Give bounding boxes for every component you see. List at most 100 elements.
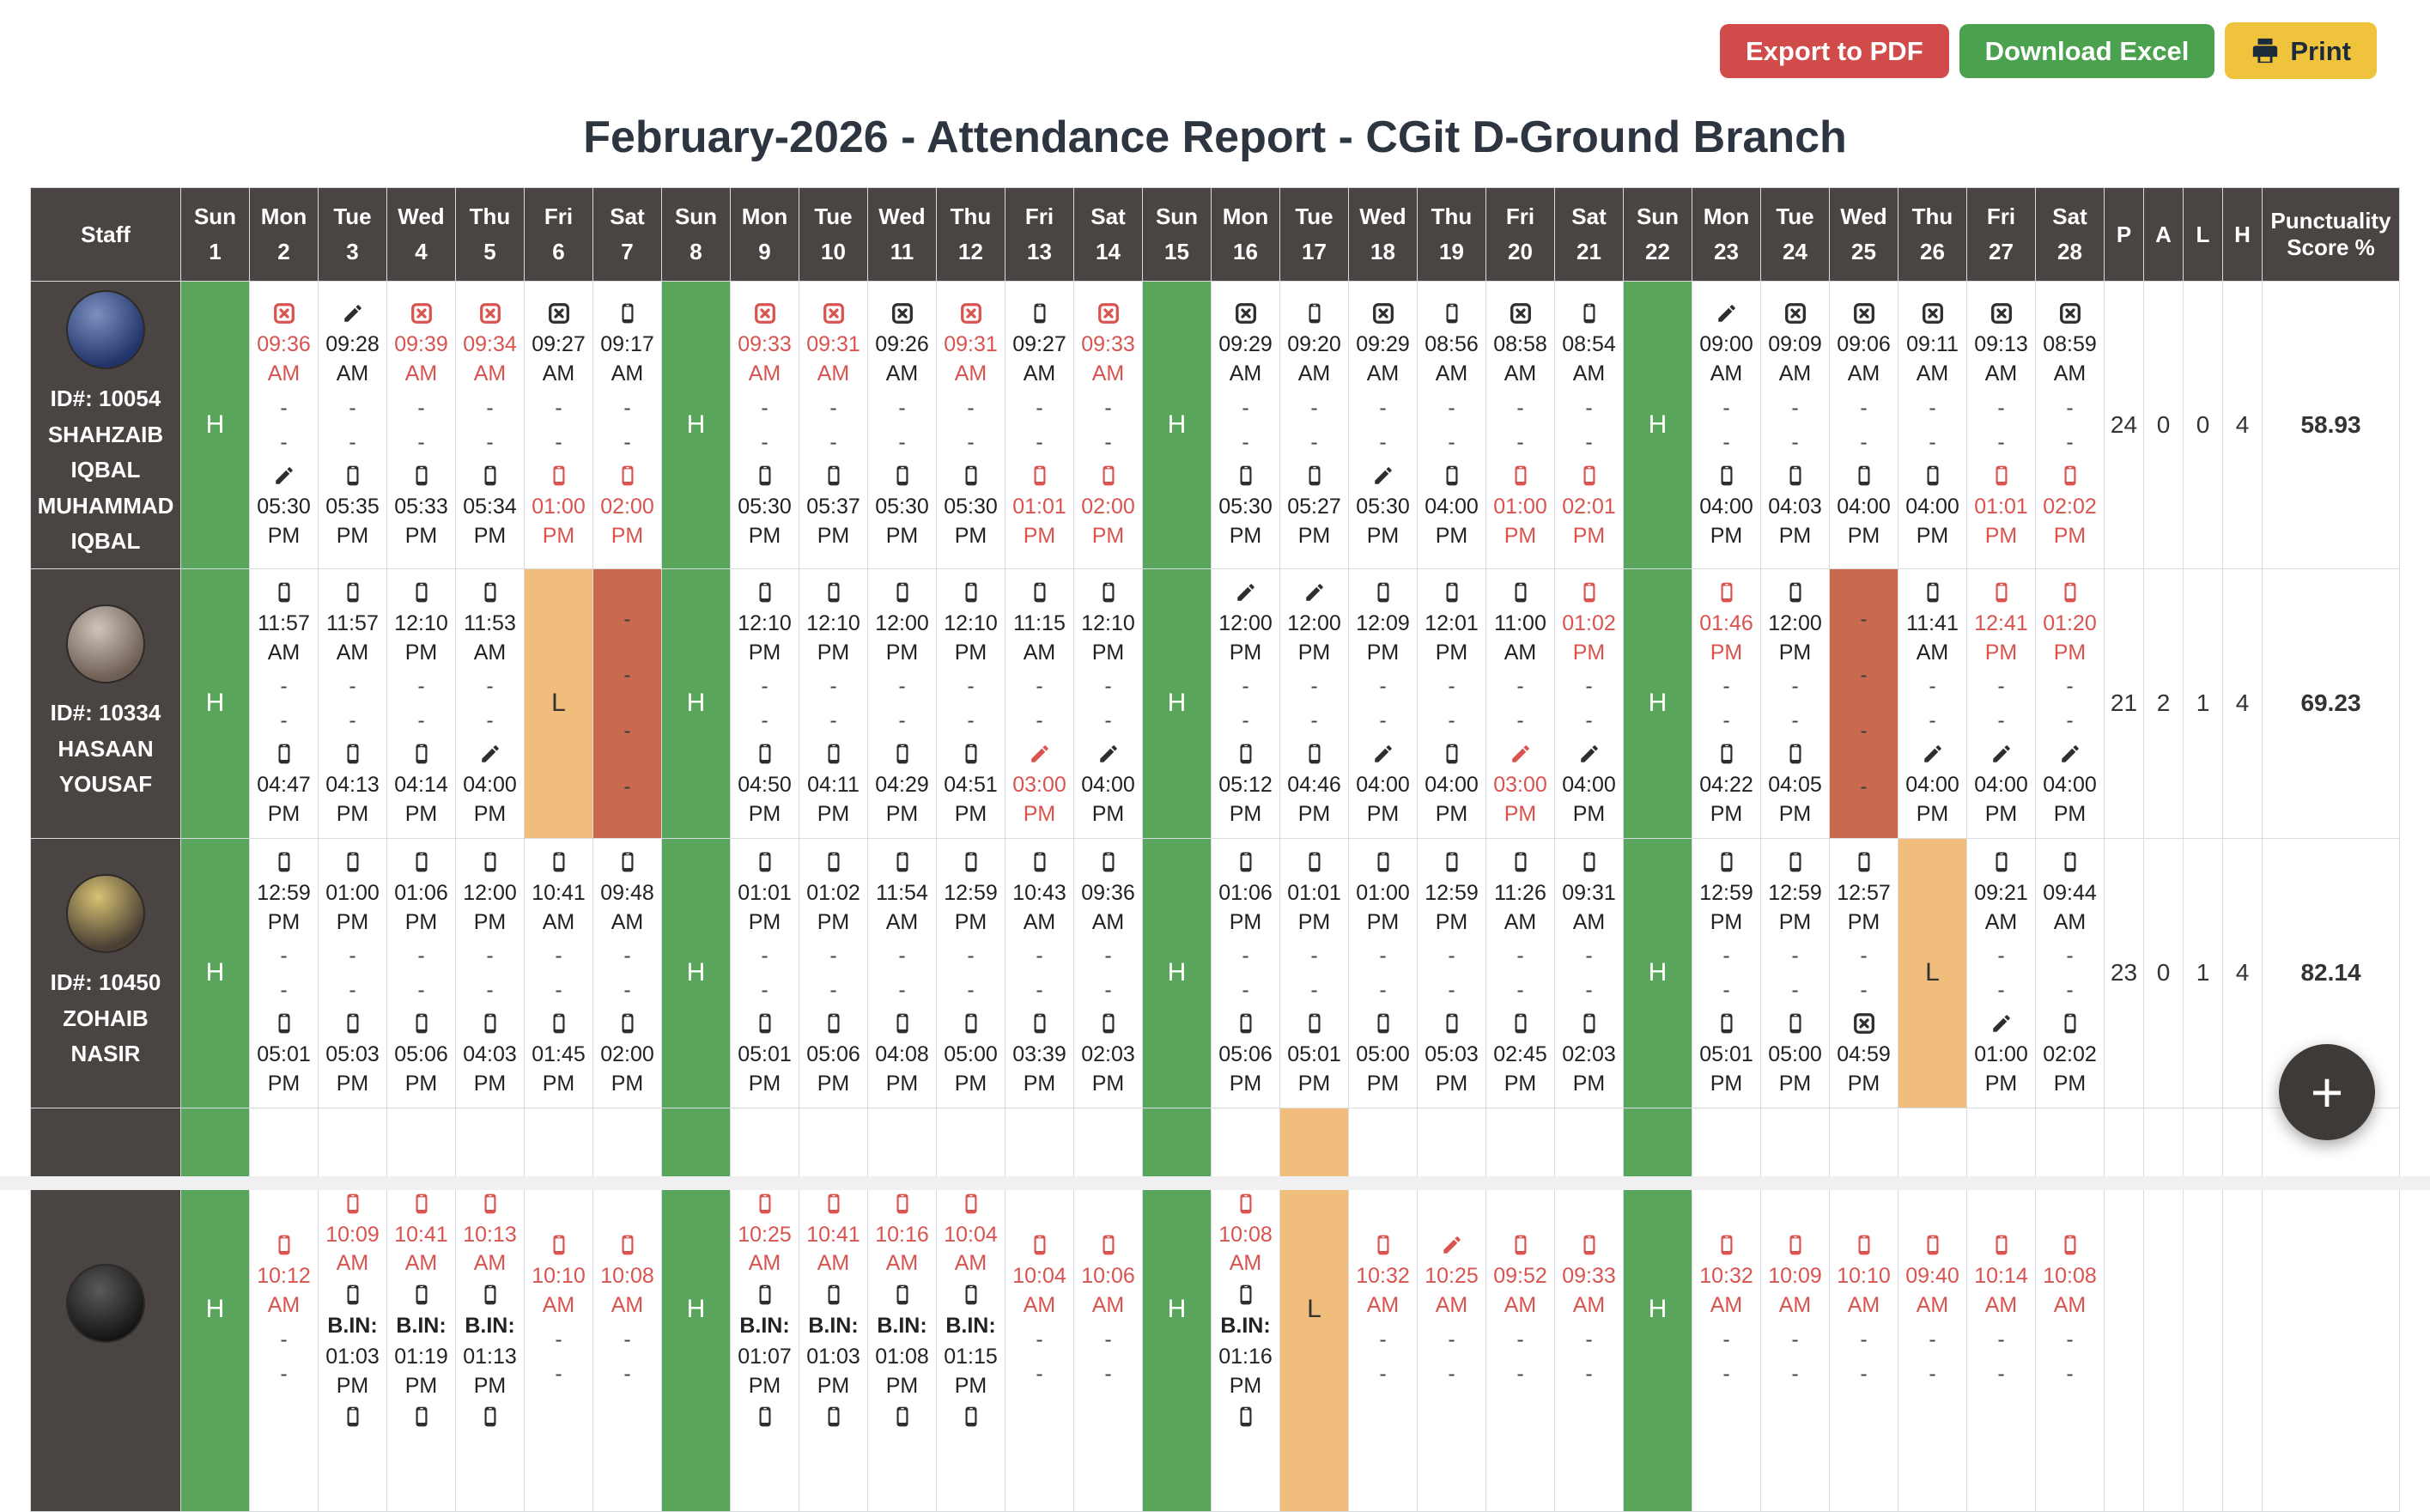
- attendance-cell: 09:11 AM - - 04:00 PM: [1898, 281, 1967, 569]
- table-row: ID#: 10334 HASAAN YOUSAF H 11:57 AM - - 04:47 …: [30, 568, 2400, 839]
- print-button[interactable]: Print: [2225, 22, 2377, 79]
- break-in-time: 01:03 PM: [325, 1344, 380, 1398]
- attendance-cell: 11:00 AM - - 03:00 PM: [1485, 568, 1555, 839]
- punctuality-cell: [2262, 1107, 2400, 1512]
- check-out-time: 05:01 PM: [738, 1042, 792, 1096]
- holiday-label: H: [1167, 958, 1187, 987]
- absent-cell: - - - -: [592, 568, 662, 839]
- attendance-cell: 09:33 AM - -: [1554, 1107, 1624, 1512]
- check-out-time: 04:13 PM: [325, 773, 380, 827]
- export-pdf-button[interactable]: Export to PDF: [1719, 23, 1949, 78]
- check-out-time: 04:14 PM: [394, 773, 448, 827]
- break-in-label: B.IN:: [1220, 1314, 1271, 1339]
- check-out-time: 04:00 PM: [1974, 773, 2028, 827]
- attendance-cell: 11:26 AM - - 02:45 PM: [1485, 837, 1555, 1108]
- dash: -: [1379, 1327, 1387, 1351]
- dash: -: [1516, 429, 1524, 454]
- break-in-label: B.IN:: [739, 1314, 790, 1339]
- col-header-day: Tue 24: [1760, 187, 1830, 282]
- dash: -: [898, 978, 906, 1003]
- dash: -: [1722, 708, 1730, 733]
- break-in-time: 01:13 PM: [463, 1344, 517, 1398]
- check-in-time: 10:10 AM: [1837, 1264, 1891, 1317]
- x-square-missed-icon: [1235, 303, 1256, 325]
- summary-l-cell: [2183, 1107, 2223, 1512]
- download-excel-button[interactable]: Download Excel: [1959, 23, 2215, 78]
- attendance-cell: 01:01 PM - - 05:01 PM: [730, 837, 799, 1108]
- attendance-cell: 12:09 PM - - 04:00 PM: [1348, 568, 1418, 839]
- break-in-time: 01:15 PM: [944, 1344, 998, 1398]
- phone-checkin-icon: [828, 1014, 839, 1034]
- dash: -: [486, 978, 494, 1003]
- col-header-day: Fri 13: [1005, 187, 1074, 282]
- col-header-day: Sun 15: [1142, 187, 1212, 282]
- dash: -: [1310, 978, 1318, 1003]
- staff-id: ID#: 10054: [50, 386, 161, 411]
- pencil-edit-icon: [1992, 745, 2010, 763]
- check-in-time: 01:00 PM: [325, 880, 380, 934]
- check-in-time: 09:28 AM: [325, 332, 380, 386]
- attendance-cell: 10:41 AM B.IN: 01:19 PM: [386, 1107, 456, 1512]
- check-out-time: 02:02 PM: [2043, 1042, 2097, 1096]
- phone-checkin-icon: [965, 852, 976, 872]
- x-square-missed-icon: [1990, 303, 2012, 325]
- dash: -: [280, 395, 288, 420]
- check-in-time: 10:12 AM: [257, 1264, 311, 1317]
- check-in-time: 12:41 PM: [1974, 610, 2028, 665]
- phone-checkin-icon: [759, 465, 770, 486]
- x-square-missed-icon: [891, 303, 913, 325]
- toolbar: Export to PDF Download Excel Print: [0, 0, 2430, 79]
- dash: -: [1860, 607, 1868, 632]
- phone-checkin-icon: [1721, 582, 1732, 603]
- attendance-cell: 09:33 AM - - 05:30 PM: [730, 281, 799, 569]
- x-square-missed-icon: [2059, 303, 2081, 325]
- pencil-edit-icon: [1374, 745, 1392, 763]
- holiday-cell: H: [180, 281, 250, 569]
- dash: -: [1379, 674, 1387, 699]
- dash: -: [1516, 944, 1524, 969]
- col-header-day: Tue 3: [318, 187, 387, 282]
- staff-id: ID#: 10450: [50, 969, 161, 996]
- download-excel-label: Download Excel: [1984, 35, 2190, 66]
- phone-checkin-icon: [347, 465, 358, 486]
- phone-checkin-icon: [965, 465, 976, 486]
- dash: -: [1516, 1361, 1524, 1386]
- check-in-time: 09:06 AM: [1837, 332, 1891, 386]
- phone-checkin-icon: [1103, 852, 1114, 872]
- break-in-label: B.IN:: [327, 1314, 378, 1339]
- phone-checkin-icon: [2064, 582, 2075, 603]
- punctuality-cell: 58.93: [2262, 281, 2400, 569]
- dash: -: [1516, 708, 1524, 733]
- add-button[interactable]: +: [2279, 1044, 2375, 1140]
- check-out-time: 04:00 PM: [2043, 773, 2097, 827]
- horizontal-scrollbar[interactable]: [0, 1176, 2430, 1190]
- pencil-edit-icon: [275, 467, 293, 484]
- break-in-label: B.IN:: [945, 1314, 996, 1339]
- dash: -: [349, 944, 356, 969]
- attendance-cell: 11:57 AM - - 04:47 PM: [249, 568, 319, 839]
- holiday-cell: H: [1623, 1107, 1692, 1512]
- attendance-cell: 08:56 AM - - 04:00 PM: [1417, 281, 1486, 569]
- dash: -: [1104, 944, 1112, 969]
- check-in-time: 10:41 AM: [806, 1222, 860, 1276]
- dash: -: [1929, 708, 1936, 733]
- attendance-cell: 09:39 AM - - 05:33 PM: [386, 281, 456, 569]
- dash: -: [1104, 429, 1112, 454]
- phone-checkin-icon: [416, 852, 427, 872]
- phone-checkin-icon: [1789, 852, 1801, 872]
- col-header-day: Fri 20: [1485, 187, 1555, 282]
- dash: -: [555, 395, 562, 420]
- phone-checkin-icon: [759, 1284, 770, 1305]
- check-in-time: 09:31 AM: [1562, 880, 1616, 934]
- phone-checkin-icon: [1240, 1193, 1251, 1213]
- holiday-cell: H: [661, 837, 731, 1108]
- break-in-label: B.IN:: [465, 1314, 515, 1339]
- attendance-cell: 09:29 AM - - 05:30 PM: [1348, 281, 1418, 569]
- check-out-time: 05:35 PM: [325, 494, 380, 548]
- dash: -: [1585, 944, 1593, 969]
- dash: -: [623, 944, 631, 969]
- check-in-time: 12:10 PM: [944, 610, 998, 665]
- check-out-time: 04:51 PM: [944, 773, 998, 827]
- col-header-day: Thu 12: [936, 187, 1005, 282]
- col-header-day: Mon 9: [730, 187, 799, 282]
